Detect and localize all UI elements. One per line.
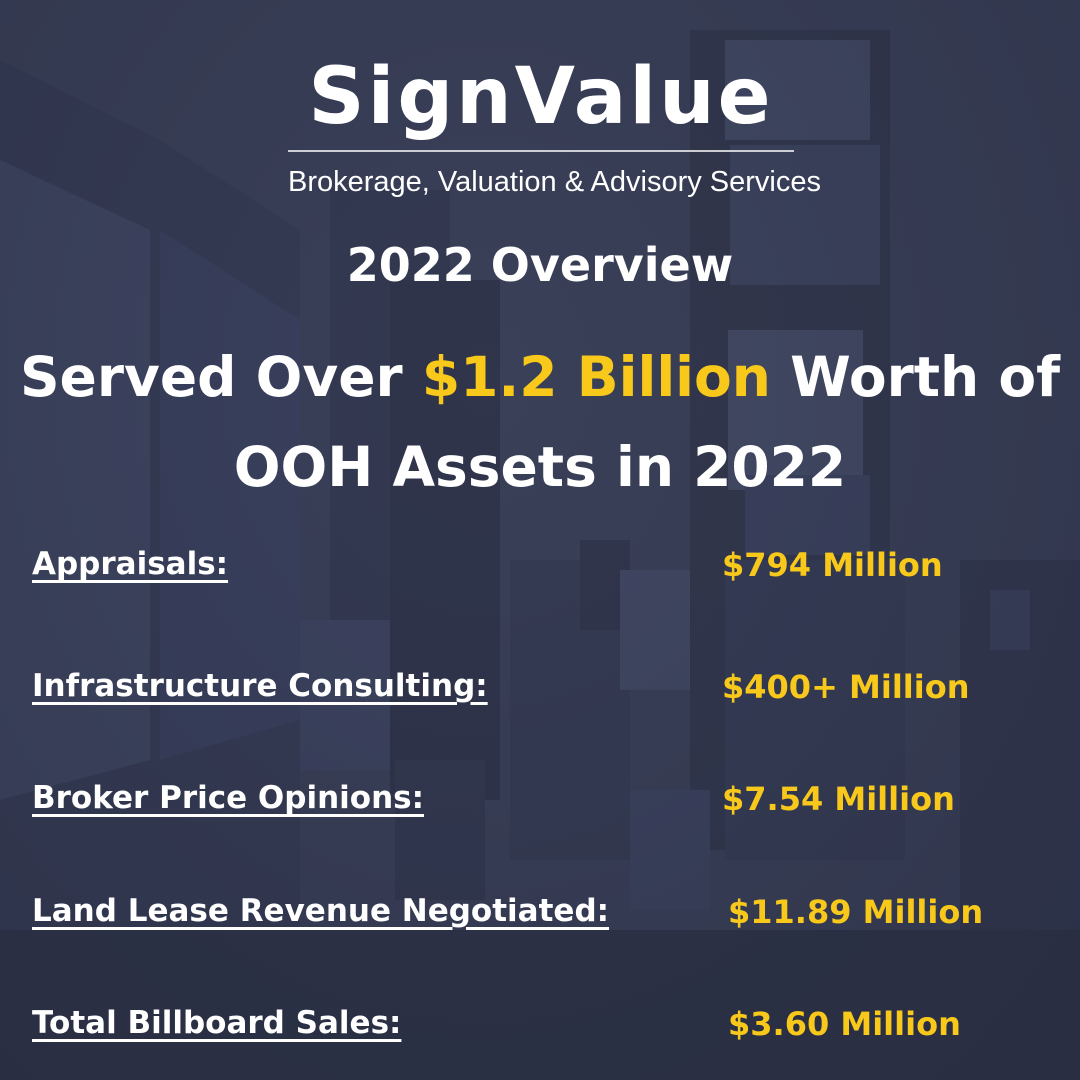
stat-label: Appraisals: bbox=[32, 546, 229, 582]
stat-label: Broker Price Opinions: bbox=[32, 780, 425, 816]
headline-part1: Served Over bbox=[19, 345, 422, 409]
headline-part2: Worth of bbox=[770, 345, 1061, 409]
headline-line2: OOH Assets in 2022 bbox=[233, 435, 847, 499]
stat-row: Broker Price Opinions: $7.54 Million bbox=[0, 780, 1080, 830]
headline: Served Over $1.2 Billion Worth of OOH As… bbox=[0, 332, 1080, 512]
stat-row: Infrastructure Consulting: $400+ Million bbox=[0, 668, 1080, 718]
stat-label: Infrastructure Consulting: bbox=[32, 668, 488, 704]
brand-tagline: Brokerage, Valuation & Advisory Services bbox=[288, 166, 822, 198]
stat-value: $11.89 Million bbox=[728, 893, 984, 931]
stat-label: Total Billboard Sales: bbox=[32, 1005, 402, 1041]
headline-highlight: $1.2 Billion bbox=[421, 345, 771, 409]
stat-value: $400+ Million bbox=[722, 668, 970, 706]
stat-value: $794 Million bbox=[722, 546, 943, 584]
overview-title: 2022 Overview bbox=[346, 238, 734, 292]
brand-logo: SignValue bbox=[308, 52, 774, 142]
stat-row: Total Billboard Sales: $3.60 Million bbox=[0, 1005, 1080, 1055]
stat-value: $7.54 Million bbox=[722, 780, 955, 818]
stat-row: Land Lease Revenue Negotiated: $11.89 Mi… bbox=[0, 893, 1080, 943]
stat-value: $3.60 Million bbox=[728, 1005, 961, 1043]
stat-row: Appraisals: $794 Million bbox=[0, 546, 1080, 596]
stat-label: Land Lease Revenue Negotiated: bbox=[32, 893, 610, 929]
logo-divider bbox=[288, 150, 794, 152]
